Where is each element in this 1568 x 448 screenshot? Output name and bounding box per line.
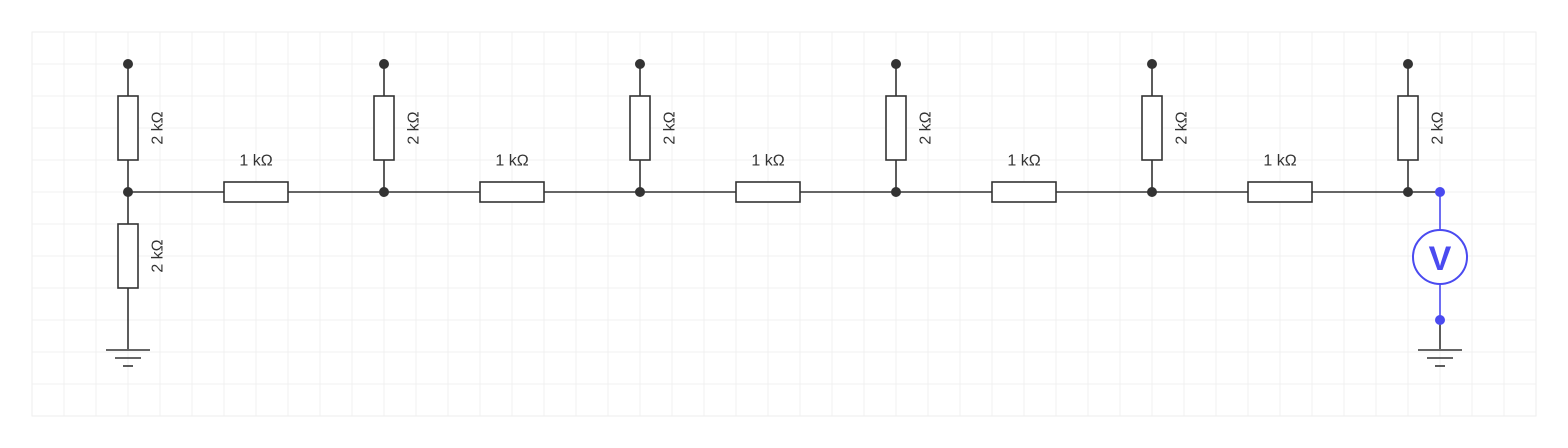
resistor-1k-series-2	[479, 181, 545, 203]
resistor-2k-top-4	[885, 95, 907, 161]
voltmeter-icon	[1412, 229, 1468, 285]
resistor-1k-series-1	[223, 181, 289, 203]
junction-node	[379, 187, 389, 197]
resistor-2k-top-3	[629, 95, 651, 161]
junction-node	[123, 187, 133, 197]
background-grid	[31, 31, 1537, 417]
terminal-node	[1147, 59, 1157, 69]
resistor-1k-series-4	[991, 181, 1057, 203]
ground-icon	[106, 349, 150, 367]
junction-node	[1147, 187, 1157, 197]
terminal-node	[379, 59, 389, 69]
series-label: 1 kΩ	[751, 153, 784, 170]
junction-node	[891, 187, 901, 197]
shunt-label: 2 kΩ	[150, 239, 167, 272]
terminal-node	[1403, 59, 1413, 69]
shunt-label: 2 kΩ	[918, 111, 935, 144]
series-label: 1 kΩ	[1263, 153, 1296, 170]
shunt-label: 2 kΩ	[1174, 111, 1191, 144]
series-label: 1 kΩ	[1007, 153, 1040, 170]
terminal-node	[891, 59, 901, 69]
junction-node	[635, 187, 645, 197]
resistor-2k-bottom	[117, 223, 139, 289]
series-label: 1 kΩ	[239, 153, 272, 170]
shunt-label: 2 kΩ	[1430, 111, 1447, 144]
shunt-label: 2 kΩ	[662, 111, 679, 144]
shunt-label: 2 kΩ	[406, 111, 423, 144]
resistor-1k-series-5	[1247, 181, 1313, 203]
wires	[127, 64, 1441, 349]
terminal-node	[635, 59, 645, 69]
resistor-2k-top-1	[117, 95, 139, 161]
components: V	[106, 59, 1468, 367]
resistor-2k-top-2	[373, 95, 395, 161]
shunt-label: 2 kΩ	[150, 111, 167, 144]
voltmeter-symbol: V	[1429, 240, 1452, 278]
resistor-1k-series-3	[735, 181, 801, 203]
series-label: 1 kΩ	[495, 153, 528, 170]
voltmeter-probe-node	[1435, 187, 1445, 197]
resistor-2k-top-5	[1141, 95, 1163, 161]
voltmeter-probe-node	[1435, 315, 1445, 325]
resistor-2k-top-6	[1397, 95, 1419, 161]
terminal-node	[123, 59, 133, 69]
grid-frame	[31, 31, 1537, 417]
ground-icon	[1418, 349, 1462, 367]
junction-node	[1403, 187, 1413, 197]
component-labels: 2 kΩ 2 kΩ 2 kΩ 2 kΩ 2 kΩ 2 kΩ 1 kΩ 1 kΩ 1 kΩ 1 kΩ…	[150, 111, 1447, 272]
